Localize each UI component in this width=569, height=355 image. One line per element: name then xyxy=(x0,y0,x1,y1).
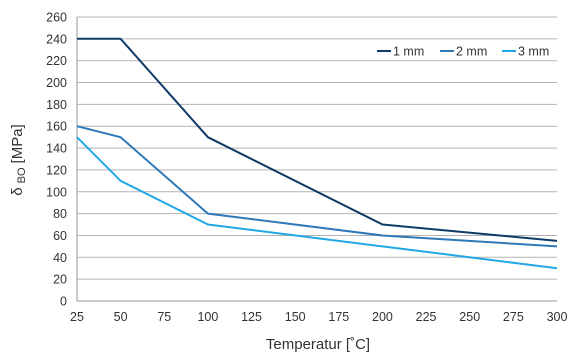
y-tick-label: 80 xyxy=(53,207,67,221)
series-lines xyxy=(76,37,558,270)
series-line-1 xyxy=(77,37,558,242)
y-tick-label: 20 xyxy=(53,273,67,287)
y-tick-label: 180 xyxy=(46,98,67,112)
y-tick-label: 260 xyxy=(46,11,67,25)
series-line-3 xyxy=(76,136,558,270)
y-tick-label: 240 xyxy=(46,32,67,46)
legend-label-1: 1 mm xyxy=(393,45,424,59)
axes xyxy=(76,17,557,302)
x-tick-label: 50 xyxy=(114,310,128,324)
y-axis-symbol: δ xyxy=(9,187,26,195)
y-tick-label: 0 xyxy=(60,295,67,309)
x-tick-label: 125 xyxy=(241,310,262,324)
x-tick-label: 200 xyxy=(372,310,393,324)
x-tick-label: 225 xyxy=(416,310,437,324)
legend-label-2: 2 mm xyxy=(456,45,487,59)
x-tick-label: 175 xyxy=(328,310,349,324)
x-tick-label: 75 xyxy=(157,310,171,324)
x-tick-label: 250 xyxy=(459,310,480,324)
x-axis-title: Temperatur [˚C] xyxy=(266,336,370,353)
y-tick-label: 140 xyxy=(46,142,67,156)
y-tick-labels: 0 20 40 60 80 100 120 140 160 180 200 220 240 260 xyxy=(46,11,67,309)
x-tick-label: 275 xyxy=(503,310,524,324)
y-axis-unit: [MPa] xyxy=(9,124,26,163)
y-tick-label: 220 xyxy=(46,54,67,68)
legend-label-3: 3 mm xyxy=(518,45,549,59)
y-tick-label: 40 xyxy=(53,251,67,265)
x-tick-label: 300 xyxy=(547,310,568,324)
legend: 1 mm 2 mm 3 mm xyxy=(377,45,549,59)
y-axis-subscript: BO xyxy=(16,167,28,183)
y-tick-label: 160 xyxy=(46,120,67,134)
x-tick-label: 100 xyxy=(197,310,218,324)
x-tick-label: 25 xyxy=(70,310,84,324)
x-tick-label: 150 xyxy=(285,310,306,324)
y-tick-label: 100 xyxy=(46,185,67,199)
y-axis-title: δ BO [MPa] xyxy=(9,124,28,195)
series-line-2 xyxy=(76,125,558,248)
y-tick-label: 60 xyxy=(53,229,67,243)
y-tick-label: 200 xyxy=(46,76,67,90)
y-tick-label: 120 xyxy=(46,163,67,177)
x-tick-labels: 25 50 75 100 125 150 175 200 225 250 275 300 xyxy=(70,310,567,324)
